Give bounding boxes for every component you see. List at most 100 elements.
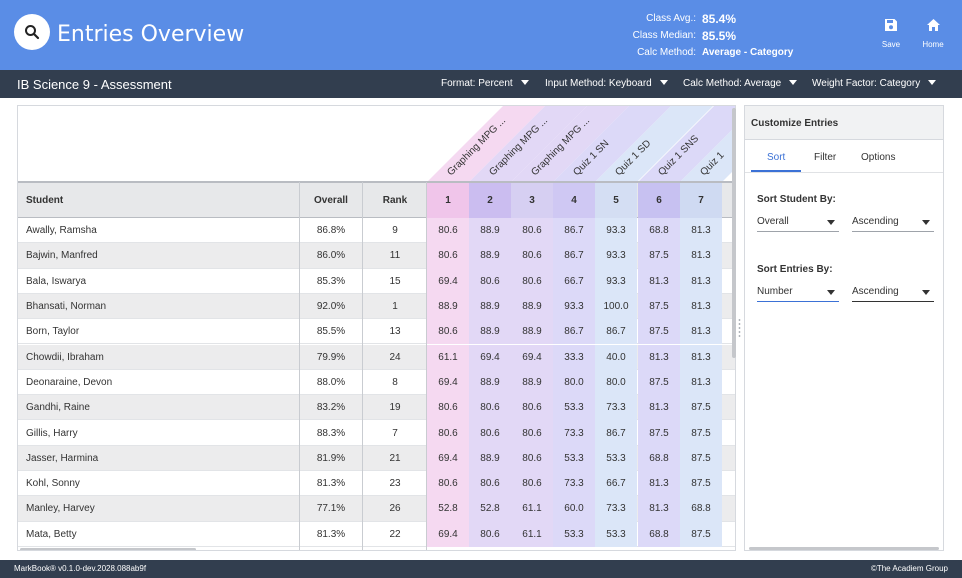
entry-mark-cell[interactable]: 88.9: [469, 293, 511, 320]
entry-mark-cell[interactable]: 80.6: [427, 395, 469, 421]
entry-mark-cell[interactable]: 80.6: [511, 420, 553, 446]
entry-mark-cell[interactable]: 87.5: [680, 521, 722, 547]
entry-mark-cell[interactable]: 88.9: [469, 218, 511, 244]
entry-mark-cell[interactable]: 53.3: [553, 445, 595, 471]
entry-mark-cell[interactable]: 80.6: [427, 218, 469, 244]
entry-mark-cell[interactable]: 100.0: [595, 293, 637, 320]
entry-mark-cell[interactable]: 86.7: [553, 319, 595, 345]
entry-title-cell[interactable]: [595, 106, 713, 182]
entry-mark-cell[interactable]: 80.6: [469, 268, 511, 294]
table-row[interactable]: Born, Taylor 85.5% 13 80.6 88.9 88.9 86.7 86.7 8…: [18, 319, 735, 345]
entry-mark-cell[interactable]: 87.5: [638, 293, 680, 320]
entry-mark-cell[interactable]: 87.5: [680, 395, 722, 421]
vertical-scrollbar[interactable]: [732, 108, 736, 358]
entry-mark-cell[interactable]: 80.6: [427, 420, 469, 446]
entry-mark-cell[interactable]: 68.8: [638, 445, 680, 471]
entry-mark-cell[interactable]: 88.9: [511, 293, 553, 320]
entry-mark-cell[interactable]: 88.9: [469, 319, 511, 345]
entry-mark-cell[interactable]: 81.3: [638, 496, 680, 522]
entry-mark-cell[interactable]: 87.5: [680, 420, 722, 446]
entry-mark-cell[interactable]: 52.8: [427, 496, 469, 522]
table-row[interactable]: Bala, Iswarya 85.3% 15 69.4 80.6 80.6 66.7 93.3…: [18, 268, 735, 294]
entry-mark-cell[interactable]: 88.9: [469, 243, 511, 269]
entry-mark-cell[interactable]: 69.4: [427, 369, 469, 396]
entry-mark-cell[interactable]: 81.3: [680, 319, 722, 345]
entry-mark-cell[interactable]: 80.6: [469, 471, 511, 497]
entry-number-header[interactable]: 3: [511, 183, 553, 218]
entry-title-cell[interactable]: [638, 106, 736, 182]
entry-mark-cell[interactable]: 81.3: [680, 369, 722, 396]
entry-mark-cell[interactable]: 81.3: [638, 395, 680, 421]
entry-mark-cell[interactable]: 88.9: [469, 369, 511, 396]
resize-handle-icon[interactable]: [738, 318, 741, 338]
table-row[interactable]: Chowdii, Ibraham 79.9% 24 61.1 69.4 69.4 33.3 4…: [18, 344, 735, 370]
entry-mark-cell[interactable]: 80.6: [511, 395, 553, 421]
entry-mark-cell[interactable]: 53.3: [595, 445, 637, 471]
entry-mark-cell[interactable]: 88.9: [469, 445, 511, 471]
entry-mark-cell[interactable]: 81.3: [638, 268, 680, 294]
entry-mark-cell[interactable]: 53.3: [553, 521, 595, 547]
table-row[interactable]: Gandhi, Raine 83.2% 19 80.6 80.6 80.6 53.3 73.3…: [18, 395, 735, 421]
entry-number-header[interactable]: 5: [595, 183, 637, 218]
entry-mark-cell[interactable]: 53.3: [595, 521, 637, 547]
panel-scrollbar[interactable]: [749, 547, 939, 550]
entry-mark-cell[interactable]: 80.6: [511, 445, 553, 471]
entry-mark-cell[interactable]: 66.7: [595, 471, 637, 497]
entry-mark-cell[interactable]: 80.0: [595, 369, 637, 396]
entry-mark-cell[interactable]: 87.5: [638, 319, 680, 345]
entry-mark-cell[interactable]: 87.5: [680, 471, 722, 497]
table-row[interactable]: Jasser, Harmina 81.9% 21 69.4 88.9 80.6 53.3 53…: [18, 445, 735, 471]
format-dropdown[interactable]: Format: Percent: [441, 78, 529, 89]
table-row[interactable]: Gillis, Harry 88.3% 7 80.6 80.6 80.6 73.3 86.7 8…: [18, 420, 735, 446]
entry-title-cell[interactable]: [469, 106, 587, 182]
entry-mark-cell[interactable]: 80.0: [553, 369, 595, 396]
entry-mark-cell[interactable]: 80.6: [511, 268, 553, 294]
entry-mark-cell[interactable]: 80.6: [469, 521, 511, 547]
student-column-header[interactable]: Student: [26, 195, 64, 206]
entry-mark-cell[interactable]: 52.8: [469, 496, 511, 522]
entry-mark-cell[interactable]: 80.6: [511, 243, 553, 269]
sort-student-order-select[interactable]: Ascending: [852, 216, 934, 232]
entry-mark-cell[interactable]: 80.6: [469, 395, 511, 421]
entry-number-header[interactable]: 6: [638, 183, 680, 218]
input-method-dropdown[interactable]: Input Method: Keyboard: [545, 78, 668, 89]
entry-mark-cell[interactable]: 81.3: [638, 344, 680, 370]
entry-mark-cell[interactable]: 81.3: [680, 344, 722, 370]
entry-mark-cell[interactable]: 61.1: [427, 344, 469, 370]
table-row[interactable]: Awally, Ramsha 86.8% 9 80.6 88.9 80.6 86.7 93.3…: [18, 218, 735, 244]
entry-mark-cell[interactable]: 73.3: [553, 471, 595, 497]
entry-mark-cell[interactable]: 87.5: [638, 243, 680, 269]
entry-mark-cell[interactable]: 86.7: [553, 243, 595, 269]
overall-column-header[interactable]: Overall: [314, 195, 348, 206]
entry-title-cell[interactable]: [680, 106, 736, 182]
entry-mark-cell[interactable]: 88.9: [511, 369, 553, 396]
entry-mark-cell[interactable]: 81.3: [638, 471, 680, 497]
entry-mark-cell[interactable]: 80.6: [427, 243, 469, 269]
sort-student-select[interactable]: Overall: [757, 216, 839, 232]
table-row[interactable]: Bhansati, Norman 92.0% 1 88.9 88.9 88.9 93.3 10…: [18, 293, 735, 320]
entry-mark-cell[interactable]: 86.7: [595, 319, 637, 345]
table-row[interactable]: Bajwin, Manfred 86.0% 11 80.6 88.9 80.6 86.7 93…: [18, 243, 735, 269]
entry-mark-cell[interactable]: 88.9: [511, 319, 553, 345]
entry-mark-cell[interactable]: 80.6: [427, 471, 469, 497]
entry-mark-cell[interactable]: 69.4: [469, 344, 511, 370]
entry-mark-cell[interactable]: 40.0: [595, 344, 637, 370]
entry-mark-cell[interactable]: 68.8: [638, 521, 680, 547]
entry-mark-cell[interactable]: 93.3: [553, 293, 595, 320]
entry-mark-cell[interactable]: 86.7: [595, 420, 637, 446]
entry-mark-cell[interactable]: 73.3: [595, 496, 637, 522]
entry-mark-cell[interactable]: 69.4: [427, 445, 469, 471]
horizontal-scrollbar[interactable]: [20, 548, 196, 550]
entry-mark-cell[interactable]: 68.8: [680, 496, 722, 522]
home-button[interactable]: Home: [913, 18, 953, 49]
entry-mark-cell[interactable]: 81.3: [680, 268, 722, 294]
save-button[interactable]: Save: [871, 18, 911, 49]
tab-sort[interactable]: Sort: [767, 152, 786, 163]
entry-mark-cell[interactable]: 80.6: [511, 471, 553, 497]
entry-mark-cell[interactable]: 93.3: [595, 268, 637, 294]
sort-entries-order-select[interactable]: Ascending: [852, 286, 934, 302]
entry-mark-cell[interactable]: 81.3: [680, 218, 722, 244]
search-button[interactable]: [14, 14, 50, 50]
entry-mark-cell[interactable]: 93.3: [595, 243, 637, 269]
entry-mark-cell[interactable]: 66.7: [553, 268, 595, 294]
